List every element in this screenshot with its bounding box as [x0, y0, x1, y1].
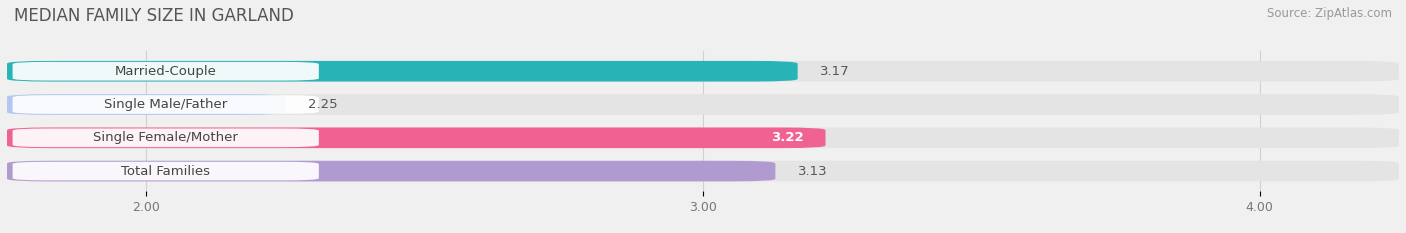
- FancyBboxPatch shape: [7, 61, 1399, 82]
- Text: 3.17: 3.17: [820, 65, 849, 78]
- FancyBboxPatch shape: [7, 127, 1399, 148]
- FancyBboxPatch shape: [7, 127, 825, 148]
- FancyBboxPatch shape: [7, 161, 1399, 182]
- FancyBboxPatch shape: [7, 94, 285, 115]
- Text: Married-Couple: Married-Couple: [115, 65, 217, 78]
- FancyBboxPatch shape: [7, 61, 797, 82]
- FancyBboxPatch shape: [13, 162, 319, 180]
- Text: Source: ZipAtlas.com: Source: ZipAtlas.com: [1267, 7, 1392, 20]
- Text: 3.22: 3.22: [770, 131, 803, 144]
- FancyBboxPatch shape: [7, 161, 775, 182]
- Text: MEDIAN FAMILY SIZE IN GARLAND: MEDIAN FAMILY SIZE IN GARLAND: [14, 7, 294, 25]
- FancyBboxPatch shape: [13, 128, 319, 147]
- Text: 3.13: 3.13: [797, 164, 827, 178]
- Text: Single Male/Father: Single Male/Father: [104, 98, 228, 111]
- FancyBboxPatch shape: [13, 95, 319, 114]
- Text: Single Female/Mother: Single Female/Mother: [93, 131, 238, 144]
- FancyBboxPatch shape: [7, 94, 1399, 115]
- Text: Total Families: Total Families: [121, 164, 211, 178]
- Text: 2.25: 2.25: [308, 98, 337, 111]
- FancyBboxPatch shape: [13, 62, 319, 81]
